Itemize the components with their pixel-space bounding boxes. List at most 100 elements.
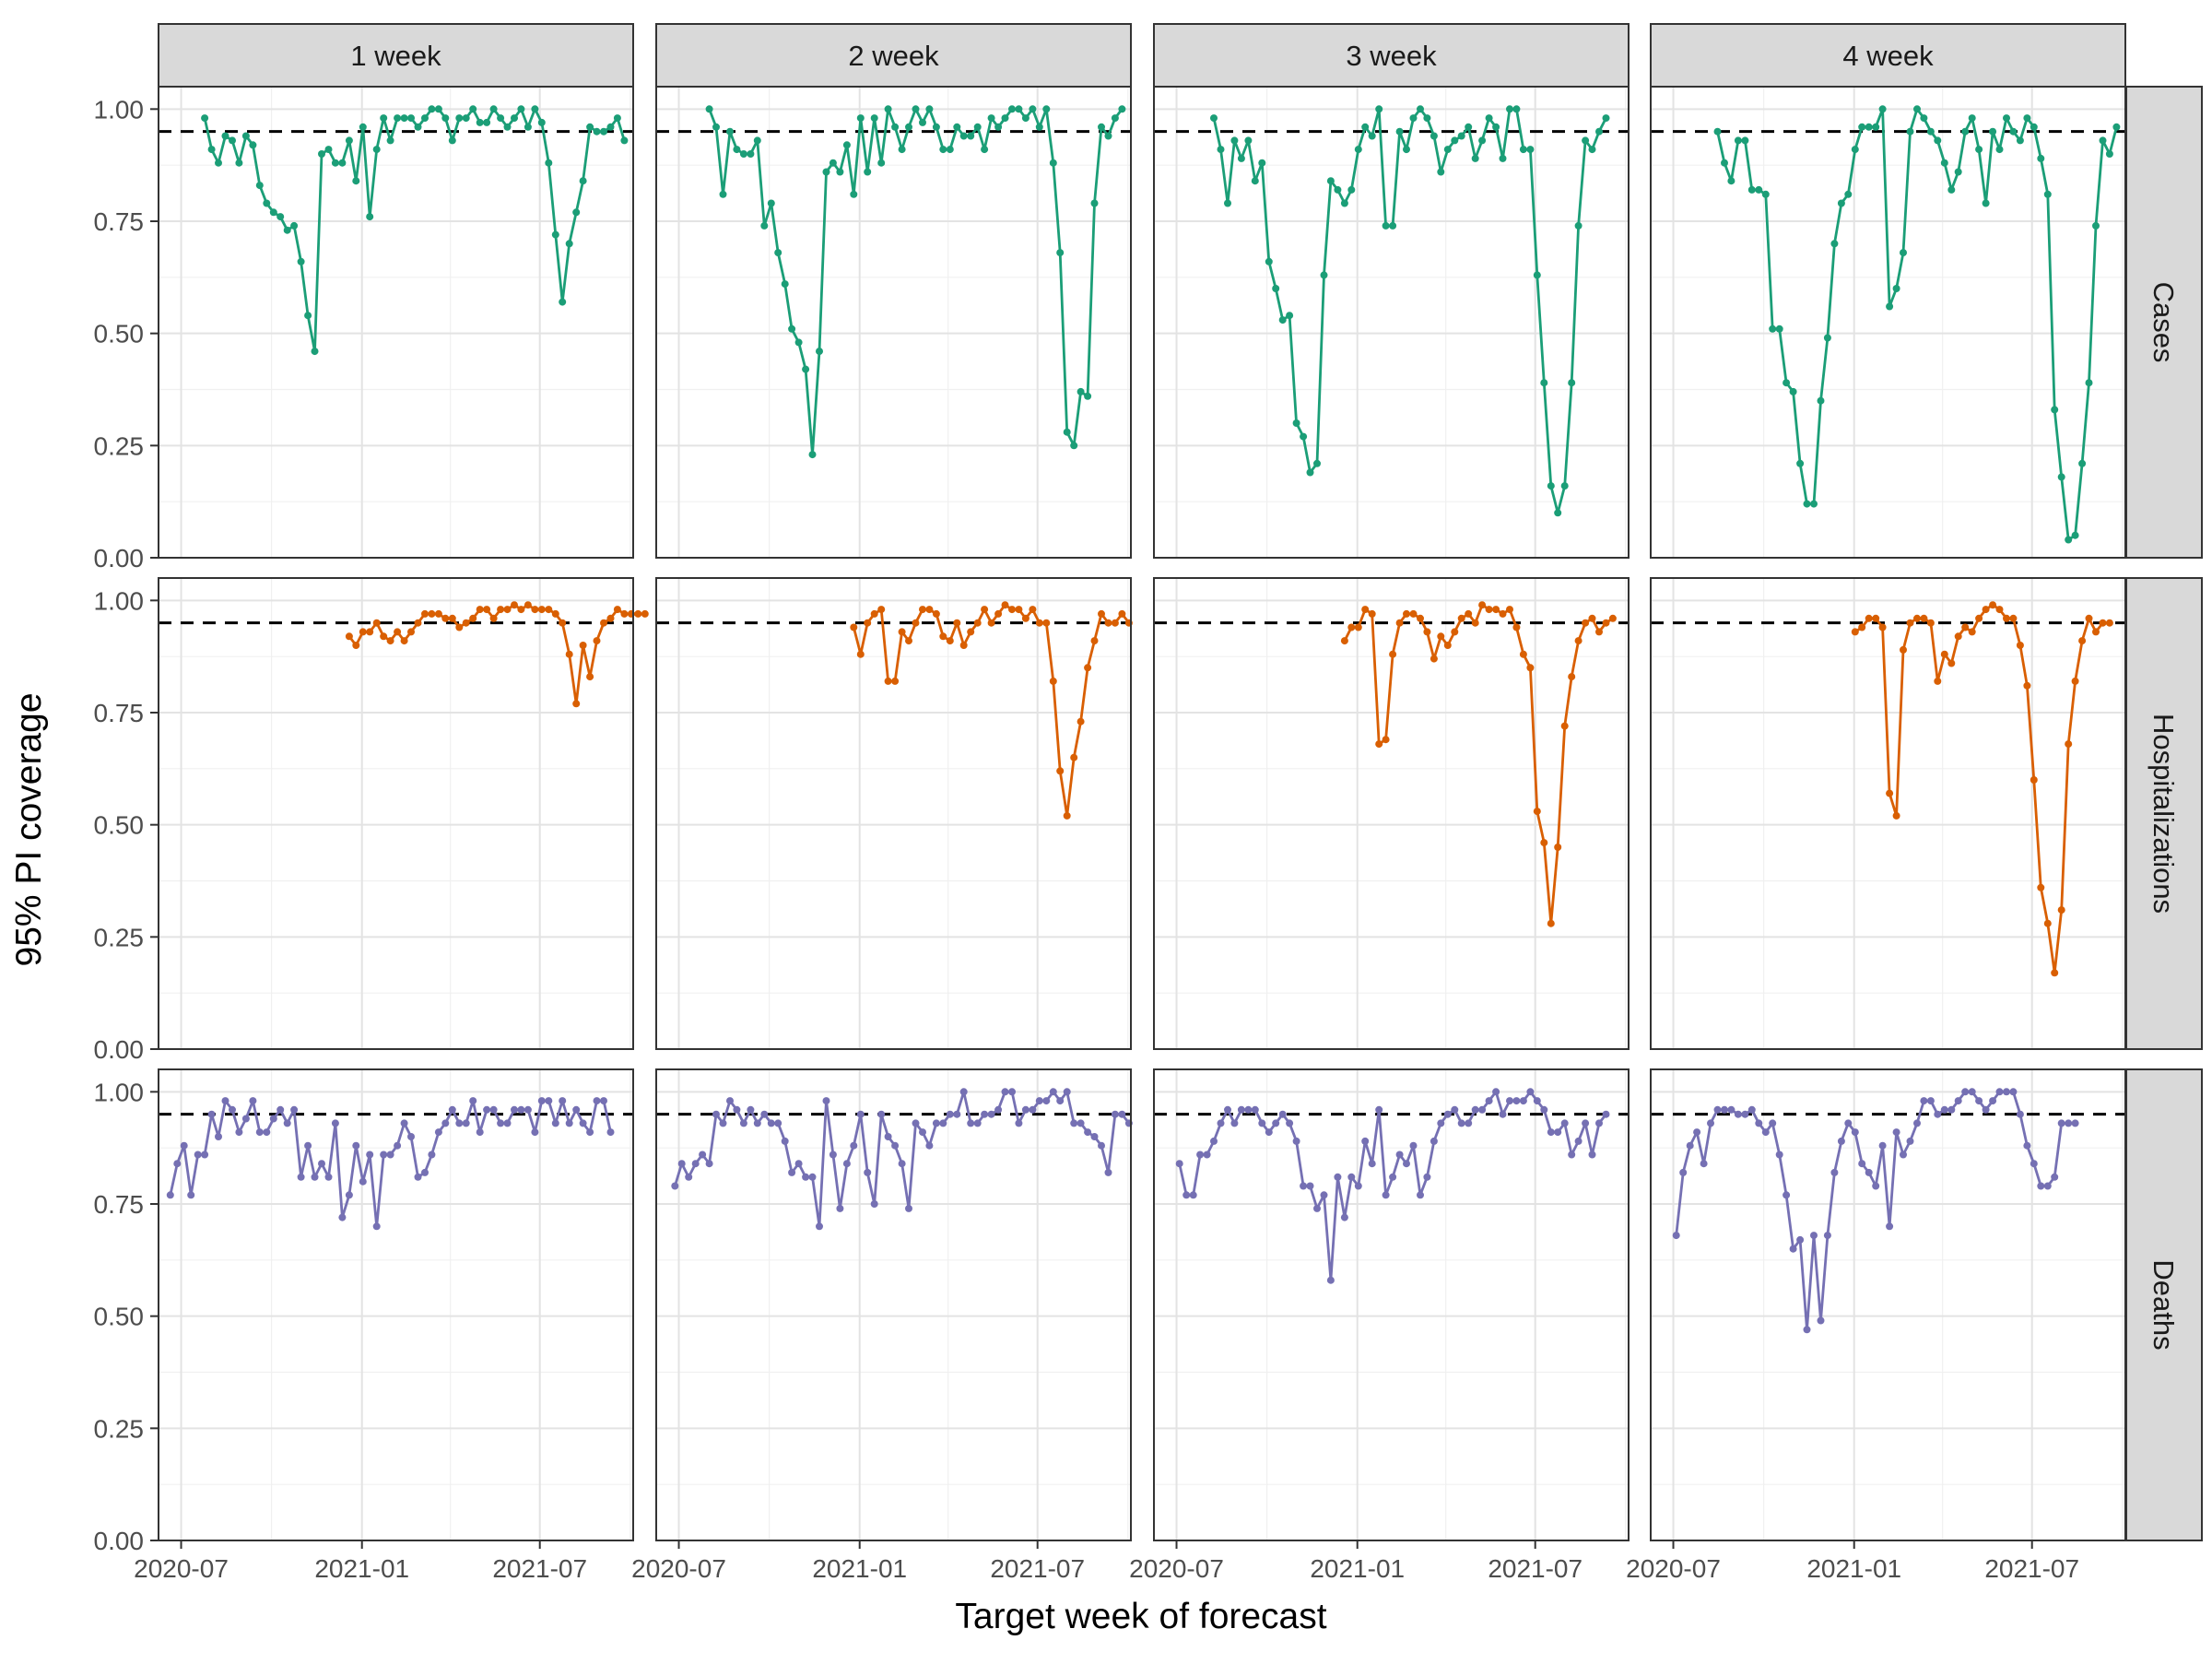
- data-point: [414, 1173, 422, 1181]
- data-point: [359, 628, 367, 636]
- data-point: [641, 609, 649, 618]
- data-point: [1920, 114, 1928, 123]
- data-point: [1823, 334, 1831, 342]
- data-point: [318, 150, 325, 158]
- data-point: [1747, 185, 1756, 194]
- data-point: [2051, 1173, 2059, 1181]
- data-point: [551, 609, 559, 618]
- data-point: [981, 146, 989, 154]
- data-point: [1118, 1110, 1126, 1118]
- data-point: [1526, 664, 1535, 672]
- data-point: [1423, 114, 1431, 123]
- data-point: [215, 159, 222, 167]
- x-tick-label: 2020-07: [631, 1554, 726, 1583]
- data-point: [1258, 159, 1266, 167]
- data-point: [1817, 1316, 1825, 1325]
- data-point: [2016, 642, 2024, 649]
- data-point: [1104, 1168, 1112, 1176]
- data-point: [606, 1128, 615, 1137]
- data-point: [1070, 753, 1078, 761]
- data-point: [394, 114, 402, 123]
- data-point: [1837, 1137, 1845, 1145]
- data-point: [1954, 1097, 1962, 1105]
- x-tick-label: 2021-07: [1984, 1554, 2079, 1583]
- data-point: [1989, 1097, 1997, 1105]
- data-point: [565, 1119, 573, 1127]
- data-point: [1265, 257, 1273, 266]
- data-point: [1084, 664, 1092, 672]
- data-point: [331, 1119, 339, 1127]
- data-point: [1300, 432, 1308, 441]
- data-point: [283, 226, 291, 234]
- data-point: [1940, 1105, 1948, 1114]
- data-point: [1940, 159, 1948, 167]
- data-point: [1844, 190, 1853, 198]
- data-point: [1063, 428, 1071, 436]
- data-point: [537, 1097, 546, 1105]
- facet-strip-row: [2125, 86, 2203, 559]
- data-point: [517, 1105, 525, 1114]
- data-point: [1892, 811, 1900, 820]
- data-point: [1913, 614, 1921, 622]
- data-point: [503, 606, 512, 614]
- data-point: [1783, 379, 1791, 387]
- data-point: [1920, 614, 1928, 622]
- data-point: [1926, 1097, 1935, 1105]
- data-point: [1568, 673, 1576, 681]
- data-point: [829, 1151, 837, 1159]
- data-point: [1747, 1105, 1756, 1114]
- data-point: [1437, 168, 1445, 176]
- data-point: [1568, 379, 1576, 387]
- data-point: [1104, 619, 1112, 627]
- data-point: [241, 1115, 250, 1123]
- data-point: [884, 105, 892, 113]
- data-point: [987, 1110, 995, 1118]
- data-point: [1775, 325, 1783, 333]
- data-point: [1063, 1088, 1071, 1096]
- data-point: [1313, 459, 1321, 467]
- data-point: [1961, 623, 1970, 631]
- data-point: [269, 1115, 277, 1123]
- data-point: [345, 1191, 353, 1199]
- data-point: [1989, 601, 1997, 609]
- data-point: [407, 628, 415, 636]
- data-point: [462, 619, 470, 627]
- facet-label-column: 4 week: [1842, 40, 1934, 72]
- panel-background: [1154, 1069, 1629, 1540]
- data-point: [1104, 132, 1112, 140]
- data-point: [1526, 1088, 1535, 1096]
- data-point: [1478, 1105, 1487, 1114]
- data-point: [1306, 1182, 1314, 1190]
- data-point: [1015, 1119, 1023, 1127]
- y-tick-label: 0.50: [94, 811, 145, 840]
- data-point: [1244, 1105, 1253, 1114]
- data-point: [511, 1105, 518, 1114]
- data-point: [1334, 1173, 1342, 1181]
- data-point: [1230, 1119, 1239, 1127]
- data-point: [1286, 312, 1294, 320]
- data-point: [290, 1105, 299, 1114]
- data-point: [1347, 185, 1356, 194]
- data-point: [1844, 1119, 1853, 1127]
- data-point: [973, 123, 982, 131]
- data-point: [1465, 123, 1473, 131]
- panel-background: [1154, 578, 1629, 1049]
- x-tick-label: 2021-01: [812, 1554, 907, 1583]
- data-point: [531, 105, 539, 113]
- data-point: [448, 136, 456, 145]
- data-point: [1982, 1105, 1990, 1114]
- data-point: [1995, 1088, 2004, 1096]
- data-point: [1272, 1119, 1280, 1127]
- facet-strip-column: [655, 23, 1132, 88]
- data-point: [1001, 601, 1009, 609]
- data-point: [1934, 136, 1942, 145]
- data-point: [919, 606, 926, 614]
- data-point: [1582, 136, 1590, 145]
- data-point: [877, 1110, 886, 1118]
- data-point: [1506, 1097, 1513, 1105]
- data-point: [2023, 1141, 2031, 1150]
- data-point: [2009, 127, 2018, 136]
- data-point: [747, 1105, 755, 1114]
- data-point: [441, 114, 450, 123]
- data-point: [345, 136, 353, 145]
